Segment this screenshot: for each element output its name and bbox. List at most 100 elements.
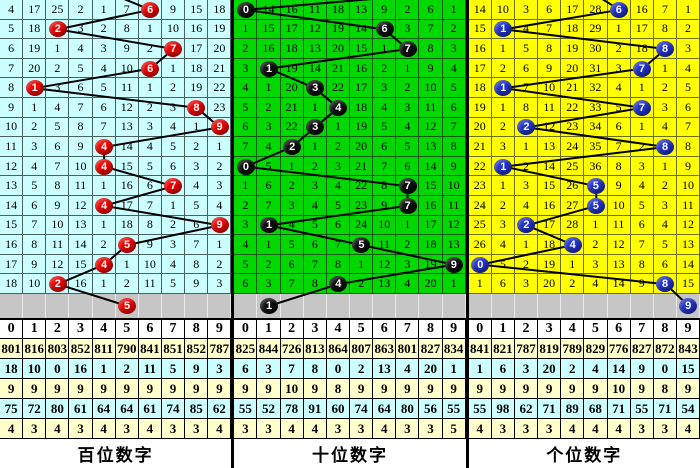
miss-count-cell: 1 — [653, 156, 677, 177]
drawn-ball: 2 — [48, 276, 67, 293]
stats-row: 55 52 78 91 60 74 64 80 56 55 — [234, 399, 466, 419]
miss-count-cell: 2 — [23, 117, 47, 138]
stats-cell: 841 — [138, 339, 162, 359]
miss-count-cell: 14 — [419, 156, 443, 177]
miss-count-cell: 27 — [561, 195, 585, 216]
trend-grid-units: 14 10 3 6 17 28 16 7 1 15 4 7 18 29 1 17 8 2 16 1 5 8 19 30 2 18 3… — [468, 0, 700, 318]
miss-count-cell: 2 — [138, 39, 162, 59]
miss-count-cell: 1 — [92, 274, 116, 294]
miss-count-cell: 2 — [442, 19, 466, 40]
digit-header-cell: 4 — [561, 320, 585, 338]
miss-count-cell: 11 — [69, 176, 93, 196]
trend-row: 19 1 8 11 22 33 5 3 6 — [468, 97, 700, 118]
miss-count-cell: 2 — [234, 39, 258, 59]
stats-cell: 8 — [653, 379, 677, 399]
miss-count-cell: 1 — [115, 254, 139, 275]
next-period-cell — [373, 293, 397, 318]
drawn-ball: 4 — [329, 99, 348, 116]
drawn-ball: 0 — [236, 1, 255, 18]
miss-count-cell: 7 — [115, 0, 139, 20]
miss-count-cell: 9 — [115, 39, 139, 59]
trend-row: 17 2 6 9 20 31 3 1 4 — [468, 58, 700, 79]
digit-header-cell: 5 — [116, 320, 139, 338]
miss-count-cell: 32 — [584, 78, 608, 98]
miss-count-cell: 18 — [419, 235, 443, 255]
stats-cell: 10 — [607, 379, 631, 399]
stats-table: 825 844 726 813 864 807 863 801 827 834 6 3 7 8 0 2 13 4 2… — [234, 339, 466, 439]
stats-cell: 5 — [161, 359, 186, 379]
miss-count-cell: 6 — [280, 254, 304, 275]
drawn-ball: 9 — [210, 217, 229, 234]
stats-cell: 5 — [442, 419, 466, 439]
stats-cell: 64 — [115, 399, 139, 419]
stats-cell: 3 — [326, 419, 351, 439]
stats-cell: 1 — [442, 359, 466, 379]
miss-count-cell: 5 — [185, 195, 209, 216]
stats-cell: 872 — [653, 339, 677, 359]
miss-count-cell: 18 — [630, 39, 654, 59]
miss-count-cell: 34 — [584, 117, 608, 138]
trend-row: 6 3 7 8 2 13 4 20 1 — [234, 274, 466, 294]
miss-count-cell: 2 — [396, 0, 420, 20]
drawn-ball: 7 — [398, 41, 417, 57]
miss-count-cell: 3 — [653, 195, 677, 216]
miss-count-cell: 19 — [468, 97, 492, 118]
miss-count-cell: 1 — [92, 0, 116, 20]
miss-count-cell: 7 — [607, 137, 631, 157]
trend-row: 4 1 5 6 7 11 2 18 13 — [234, 235, 466, 255]
miss-count-cell: 2 — [396, 235, 420, 255]
miss-count-cell: 20 — [208, 39, 232, 59]
stats-cell: 816 — [23, 339, 47, 359]
miss-count-cell: 2 — [208, 254, 232, 275]
miss-count-cell: 16 — [185, 19, 209, 40]
miss-count-cell: 4 — [185, 176, 209, 196]
miss-count-cell: 9 — [23, 254, 47, 275]
miss-count-cell: 16 — [257, 39, 281, 59]
stats-cell: 2 — [561, 359, 585, 379]
miss-count-cell: 5 — [442, 78, 466, 98]
panel-tens-digit: 14 16 11 18 13 9 2 6 1 1 15 17 12 19 14 3 7 2 2 16 18 13 20 15 1… — [231, 0, 466, 468]
stats-row: 75 72 80 61 64 64 61 74 85 62 — [0, 399, 232, 419]
miss-count-cell: 7 — [514, 78, 539, 98]
stats-row: 1 6 3 20 2 4 14 9 0 15 — [468, 359, 700, 379]
stats-cell: 852 — [185, 339, 209, 359]
miss-count-cell: 13 — [0, 176, 24, 196]
miss-count-cell: 15 — [257, 19, 281, 40]
miss-count-cell: 3 — [396, 97, 420, 118]
stats-cell: 790 — [115, 339, 139, 359]
stats-cell: 68 — [584, 399, 608, 419]
miss-count-cell: 2 — [208, 156, 232, 177]
miss-count-cell: 4 — [584, 274, 608, 294]
next-period-row — [0, 293, 232, 318]
miss-count-cell: 17 — [419, 215, 443, 236]
miss-count-cell: 16 — [350, 58, 374, 79]
trend-grid-tens: 14 16 11 18 13 9 2 6 1 1 15 17 12 19 14 3 7 2 2 16 18 13 20 15 1… — [234, 0, 466, 318]
miss-count-cell: 8 — [23, 235, 47, 255]
trend-row: 7 4 1 2 20 6 5 13 8 — [234, 137, 466, 157]
trend-row: 24 2 4 16 27 10 5 3 11 — [468, 195, 700, 216]
miss-count-cell: 1 — [326, 117, 351, 138]
stats-cell: 61 — [69, 399, 93, 419]
stats-cell: 18 — [0, 359, 24, 379]
next-period-cell — [208, 293, 232, 318]
trend-row: 23 1 3 15 26 9 4 2 10 — [468, 176, 700, 196]
miss-count-cell: 20 — [23, 58, 47, 79]
miss-count-cell: 18 — [468, 78, 492, 98]
miss-count-cell: 1 — [630, 78, 654, 98]
miss-count-cell: 8 — [326, 254, 351, 275]
miss-count-cell: 23 — [561, 117, 585, 138]
miss-count-cell: 18 — [23, 19, 47, 40]
miss-count-cell: 7 — [676, 117, 700, 138]
next-period-cell — [584, 293, 608, 318]
miss-count-cell: 15 — [676, 274, 700, 294]
miss-count-cell: 4 — [396, 117, 420, 138]
miss-count-cell: 6 — [419, 0, 443, 20]
miss-count-cell: 2 — [350, 274, 374, 294]
miss-count-cell: 14 — [115, 137, 139, 157]
miss-count-cell: 1 — [138, 78, 162, 98]
miss-count-cell: 14 — [69, 235, 93, 255]
miss-count-cell: 10 — [538, 78, 562, 98]
miss-count-cell: 6 — [92, 97, 116, 118]
miss-count-cell: 5 — [373, 117, 397, 138]
miss-count-cell: 35 — [584, 137, 608, 157]
